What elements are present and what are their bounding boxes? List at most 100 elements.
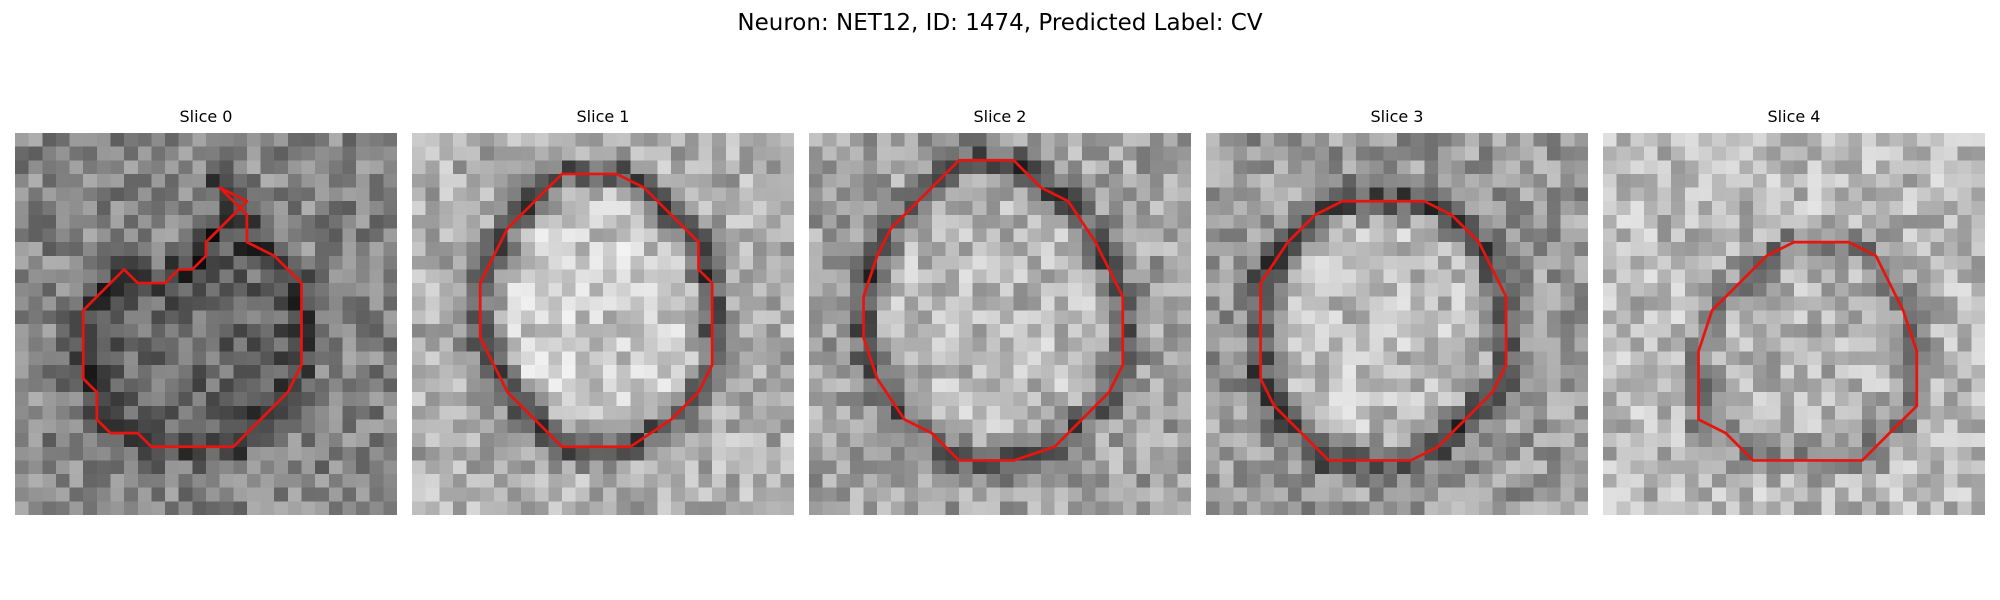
image-pixel — [1616, 296, 1631, 311]
image-pixel — [1233, 419, 1248, 434]
image-pixel — [1410, 187, 1425, 202]
image-pixel — [589, 460, 604, 475]
image-pixel — [521, 242, 536, 257]
image-pixel — [1821, 283, 1836, 297]
image-pixel — [1342, 378, 1357, 393]
image-pixel — [589, 364, 604, 379]
image-pixel — [589, 296, 604, 311]
image-pixel — [315, 296, 330, 311]
image-pixel — [1027, 296, 1042, 311]
image-pixel — [1807, 392, 1822, 407]
image-pixel — [328, 160, 343, 175]
image-pixel — [1397, 146, 1411, 161]
image-pixel — [425, 501, 440, 515]
image-pixel — [1780, 146, 1795, 161]
image-pixel — [110, 392, 125, 407]
image-pixel — [877, 501, 892, 515]
image-pixel — [849, 337, 864, 352]
image-pixel — [1971, 501, 1985, 515]
image-pixel — [1315, 474, 1330, 488]
image-pixel — [1287, 146, 1302, 161]
image-pixel — [412, 283, 426, 297]
image-pixel — [1780, 405, 1795, 420]
image-pixel — [96, 146, 111, 161]
image-pixel — [480, 337, 495, 352]
image-pixel — [643, 255, 658, 270]
image-pixel — [1930, 474, 1945, 488]
image-pixel — [1095, 324, 1110, 338]
image-pixel — [219, 487, 234, 502]
image-pixel — [643, 269, 658, 284]
image-pixel — [1574, 242, 1588, 257]
image-pixel — [15, 146, 29, 161]
image-pixel — [589, 173, 604, 188]
image-pixel — [904, 160, 919, 175]
image-pixel — [1122, 146, 1137, 161]
image-pixel — [1547, 324, 1561, 338]
image-pixel — [1834, 214, 1849, 229]
image-pixel — [1109, 173, 1124, 188]
image-pixel — [684, 242, 699, 257]
image-pixel — [616, 242, 631, 257]
image-pixel — [986, 310, 1001, 325]
image-pixel — [1492, 351, 1507, 366]
image-pixel — [1177, 364, 1191, 379]
image-pixel — [466, 201, 481, 216]
image-pixel — [1315, 487, 1330, 502]
image-pixel — [233, 269, 248, 284]
image-pixel — [480, 160, 495, 175]
image-pixel — [1233, 474, 1248, 488]
image-pixel — [260, 446, 275, 461]
image-pixel — [1478, 324, 1493, 338]
image-pixel — [219, 392, 234, 407]
image-pixel — [1753, 296, 1767, 311]
image-pixel — [1287, 133, 1302, 147]
image-pixel — [287, 201, 302, 216]
image-pixel — [1971, 324, 1985, 338]
image-pixel — [1233, 269, 1248, 284]
image-pixel — [657, 283, 672, 297]
image-pixel — [1122, 228, 1137, 243]
image-pixel — [1054, 405, 1069, 420]
image-pixel — [1916, 460, 1931, 475]
image-pixel — [1519, 446, 1534, 461]
image-pixel — [753, 324, 767, 338]
image-pixel — [124, 392, 139, 407]
image-pixel — [137, 228, 152, 243]
image-pixel — [28, 173, 43, 188]
image-pixel — [452, 337, 467, 352]
image-pixel — [1944, 214, 1958, 229]
image-pixel — [1177, 296, 1191, 311]
image-pixel — [274, 187, 289, 202]
image-pixel — [246, 324, 261, 338]
image-pixel — [986, 173, 1001, 188]
image-pixel — [1150, 364, 1164, 379]
slice-title-1: Slice 1 — [576, 107, 630, 126]
image-pixel — [657, 392, 672, 407]
image-pixel — [1068, 446, 1083, 461]
image-pixel — [137, 283, 152, 297]
image-pixel — [1136, 405, 1151, 420]
image-pixel — [1616, 160, 1631, 175]
image-pixel — [1657, 337, 1672, 352]
image-pixel — [822, 392, 837, 407]
image-pixel — [1616, 310, 1631, 325]
image-pixel — [1027, 133, 1042, 147]
image-pixel — [1000, 214, 1014, 229]
image-pixel — [589, 351, 604, 366]
image-pixel — [1246, 255, 1261, 270]
image-pixel — [1356, 201, 1370, 216]
image-pixel — [1848, 283, 1863, 297]
image-pixel — [1794, 487, 1808, 502]
image-pixel — [1944, 310, 1958, 325]
image-pixel — [1739, 487, 1754, 502]
image-pixel — [1122, 242, 1137, 257]
image-pixel — [1630, 392, 1645, 407]
image-pixel — [1492, 201, 1507, 216]
image-pixel — [439, 310, 454, 325]
image-pixel — [863, 310, 878, 325]
image-pixel — [671, 419, 686, 434]
image-pixel — [1671, 269, 1686, 284]
image-pixel — [603, 405, 617, 420]
image-pixel — [712, 474, 727, 488]
